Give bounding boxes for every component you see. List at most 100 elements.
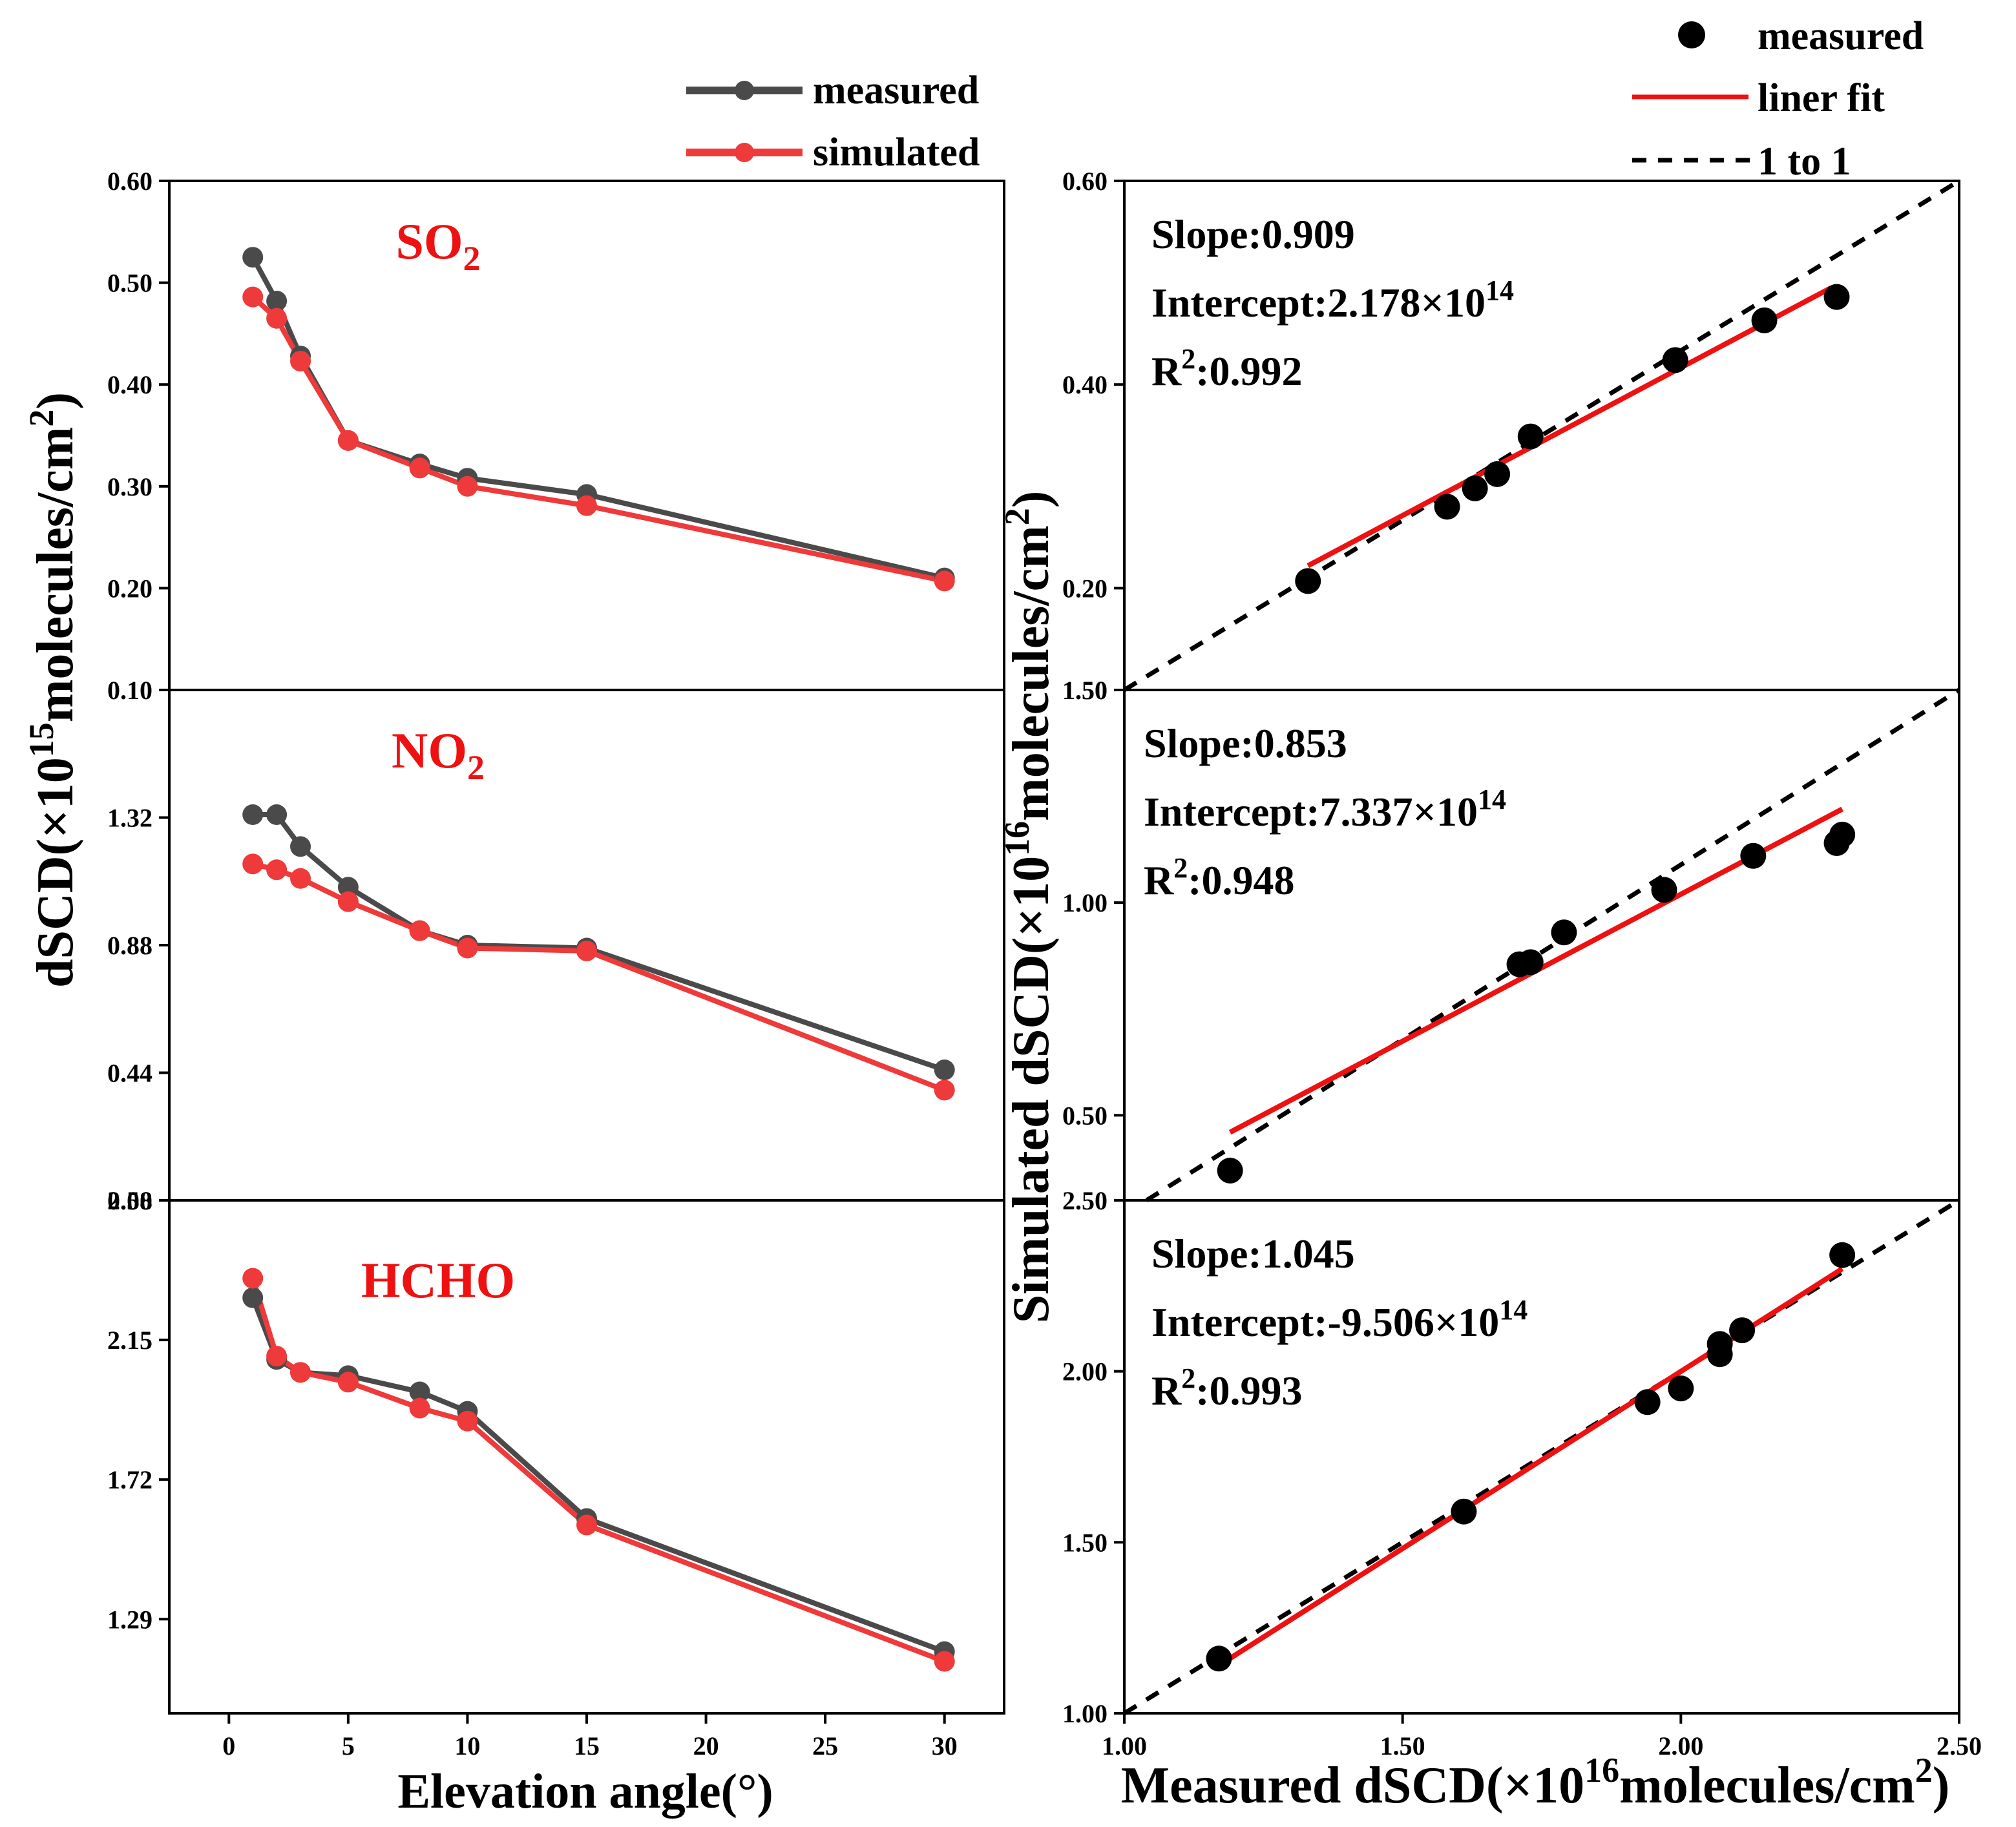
left-bottom-xtick-label: 30 <box>932 1731 958 1760</box>
left-bottom-xtick-label: 25 <box>812 1731 838 1760</box>
legend-one-to-one-label: 1 to 1 <box>1758 140 1851 183</box>
right-top-fit-line <box>1307 285 1832 569</box>
right-bottom-point <box>1451 1498 1477 1525</box>
left-top-ytick-label: 0.30 <box>107 472 152 501</box>
hcho-simulated-point <box>266 1346 288 1367</box>
hcho-simulated-line <box>250 1277 946 1664</box>
right-bottom-xtick-label: 1.50 <box>1380 1731 1425 1760</box>
right-mid-point <box>1740 842 1767 869</box>
right-bottom-frame <box>1123 1199 1960 1715</box>
no2-simulated-point <box>266 859 288 881</box>
so2-simulated-point <box>934 570 955 592</box>
right-top-ytick-label: 0.20 <box>1062 574 1108 603</box>
right-mid-point <box>1829 821 1856 848</box>
right-bottom-xtick-label: 1.00 <box>1102 1731 1147 1760</box>
no2-simulated-point <box>409 920 430 941</box>
legend-simulated-marker <box>735 143 754 162</box>
left-y-axis-title: dSCD(×1015molecules/cm2) <box>22 392 84 988</box>
left-mid-ytick-label: 1.32 <box>107 804 152 833</box>
right-top-r-squared: R2:0.992 <box>1151 343 1303 394</box>
right-bottom-r-squared: R2:0.993 <box>1151 1362 1303 1414</box>
right-mid-ytick-label: 0.50 <box>1062 1101 1108 1130</box>
right-top-ytick-label: 0.60 <box>1062 167 1108 196</box>
no2-measured-point <box>337 877 359 898</box>
no2-measured-point <box>242 804 264 826</box>
hcho-simulated-point <box>457 1410 478 1432</box>
legend-simulated-label: simulated <box>813 130 980 174</box>
right-bottom-point <box>1634 1389 1661 1415</box>
left-bottom-ytick-label: 1.72 <box>107 1465 152 1494</box>
left-mid-ytick-label: 0.88 <box>107 931 152 960</box>
hcho-simulated-point <box>934 1651 955 1672</box>
right-bottom-intercept: Intercept:-9.506×1014 <box>1151 1294 1528 1345</box>
right-top-intercept: Intercept:2.178×1014 <box>1151 275 1514 326</box>
left-bottom-xtick-label: 10 <box>454 1731 480 1760</box>
left-top-species-title: SO2 <box>395 213 480 278</box>
legend-scatter-marker <box>1678 21 1705 48</box>
right-bottom-point <box>1206 1645 1232 1672</box>
left-bottom-ytick-label: 2.58 <box>107 1186 152 1215</box>
right-mid-slope: Slope:0.853 <box>1144 720 1347 766</box>
left-top-ytick-label: 0.40 <box>107 370 152 399</box>
right-bottom-xtick-label: 2.00 <box>1658 1731 1703 1760</box>
so2-simulated-point <box>337 430 359 451</box>
no2-simulated-point <box>242 853 264 875</box>
so2-measured-point <box>242 247 264 268</box>
right-bottom-point <box>1668 1375 1694 1402</box>
right-y-axis-title: Simulated dSCD(×1016molecules/cm2) <box>998 491 1060 1324</box>
hcho-measured-point <box>242 1287 264 1308</box>
left-mid-ytick-label: 0.44 <box>107 1059 152 1088</box>
no2-simulated-point <box>934 1080 955 1101</box>
so2-simulated-point <box>242 286 264 308</box>
no2-measured-point <box>934 1060 955 1081</box>
so2-simulated-point <box>576 495 597 516</box>
left-bottom-species-title: HCHO <box>361 1252 515 1308</box>
right-mid-point <box>1551 919 1577 946</box>
hcho-simulated-point <box>242 1268 264 1289</box>
legend-scatter-label: measured <box>1758 14 1924 58</box>
left-top-ytick-label: 0.20 <box>107 574 152 603</box>
so2-measured-line <box>250 256 945 581</box>
right-top-point <box>1462 475 1488 501</box>
right-x-axis-title: Measured dSCD(×1016molecules/cm2) <box>1121 1751 1950 1814</box>
right-bottom-point <box>1706 1331 1733 1357</box>
left-top-frame <box>168 180 1005 691</box>
right-bottom-ytick-label: 2.00 <box>1062 1357 1108 1386</box>
right-bottom-xtick-label: 2.50 <box>1937 1731 1982 1760</box>
right-bottom-ytick-label: 1.00 <box>1062 1699 1108 1728</box>
right-mid-one-to-one-line <box>1145 688 1960 1202</box>
right-top-point <box>1295 568 1321 594</box>
hcho-measured-point <box>409 1381 430 1403</box>
no2-simulated-point <box>290 868 311 889</box>
hcho-simulated-point <box>337 1372 359 1393</box>
left-bottom-ytick-label: 2.15 <box>107 1326 152 1355</box>
hcho-simulated-point <box>409 1397 430 1419</box>
right-mid-ytick-label: 1.50 <box>1062 676 1108 705</box>
right-bottom-point <box>1829 1242 1856 1268</box>
right-top-one-to-one-line <box>1123 179 1960 692</box>
right-top-point <box>1751 307 1778 333</box>
right-top-ytick-label: 1.50 <box>1062 676 1108 705</box>
right-top-ytick-label: 0.40 <box>1062 370 1108 399</box>
no2-simulated-point <box>576 940 597 961</box>
left-legend: measured simulated <box>686 68 980 174</box>
right-mid-point <box>1517 949 1544 976</box>
left-top-ytick-label: 0.10 <box>107 676 152 705</box>
right-legend: measured liner fit 1 to 1 <box>1632 14 1924 183</box>
left-top-ytick-label: 0.50 <box>107 269 152 298</box>
right-mid-ytick-label: 2.50 <box>1062 1186 1108 1215</box>
legend-measured-label: measured <box>813 68 979 112</box>
left-bottom-xtick-label: 15 <box>574 1731 600 1760</box>
no2-simulated-point <box>457 937 478 959</box>
left-bottom-frame <box>168 1199 1005 1715</box>
right-mid-ytick-label: 1.00 <box>1062 888 1108 917</box>
so2-measured-point <box>266 290 288 311</box>
right-mid-point <box>1651 877 1677 903</box>
right-top-point <box>1484 461 1511 487</box>
right-mid-point <box>1217 1157 1243 1184</box>
legend-measured-marker <box>735 81 754 100</box>
right-top-point <box>1823 284 1850 310</box>
so2-simulated-point <box>457 475 478 497</box>
right-bottom-ytick-label: 1.50 <box>1062 1528 1108 1557</box>
